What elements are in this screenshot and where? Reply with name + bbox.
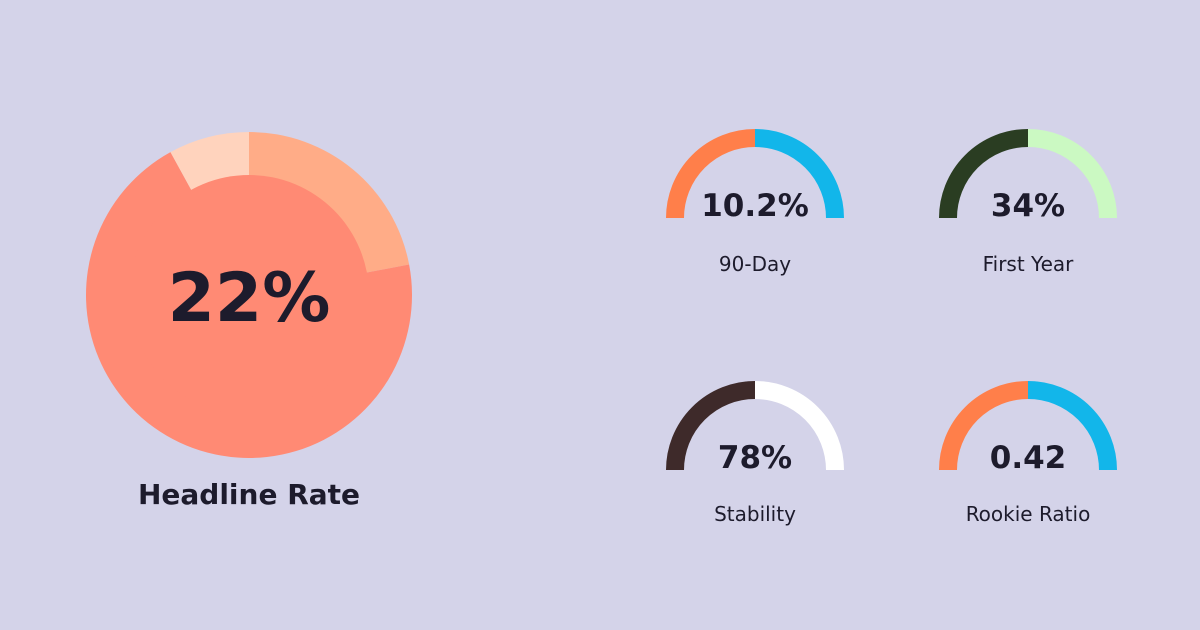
- gauge-segment-1: [666, 381, 756, 471]
- headline-rate-donut-svg: 22%: [86, 132, 412, 458]
- gauge-segment-2: [754, 381, 844, 471]
- gauge-rookie-ratio: 0.42: [933, 372, 1123, 482]
- gauge-segment-1: [666, 129, 756, 219]
- headline-rate-donut: 22%: [84, 130, 414, 460]
- gauge-segment-1: [939, 381, 1029, 471]
- gauge-first-year-svg: [939, 129, 1117, 219]
- gauge-rookie-ratio-label: Rookie Ratio: [965, 502, 1091, 526]
- donut-center-disc: [129, 175, 369, 415]
- gauge-rookie-ratio-svg: [939, 381, 1117, 471]
- gauge-segment-2: [1027, 129, 1117, 219]
- gauge-stability-label: Stability: [714, 502, 796, 526]
- headline-rate-value: 22%: [168, 259, 331, 338]
- gauge-90-day-value: 10.2%: [701, 188, 809, 224]
- gauge-stability-value: 78%: [717, 440, 793, 476]
- gauge-first-year-value: 34%: [990, 188, 1066, 224]
- gauge-90-day-label: 90-Day: [718, 252, 792, 276]
- gauge-first-year-label: First Year: [982, 252, 1074, 276]
- gauge-90-day: 10.2%: [660, 120, 850, 230]
- gauge-90-day-svg: [666, 129, 844, 219]
- gauge-segment-1: [939, 129, 1029, 219]
- gauge-segment-2: [754, 129, 844, 219]
- gauge-stability-svg: [666, 381, 844, 471]
- gauge-stability: 78%: [660, 372, 850, 482]
- headline-rate-label: Headline Rate: [137, 478, 361, 511]
- gauge-first-year: 34%: [933, 120, 1123, 230]
- gauge-segment-2: [1027, 381, 1117, 471]
- gauge-rookie-ratio-value: 0.42: [989, 440, 1067, 476]
